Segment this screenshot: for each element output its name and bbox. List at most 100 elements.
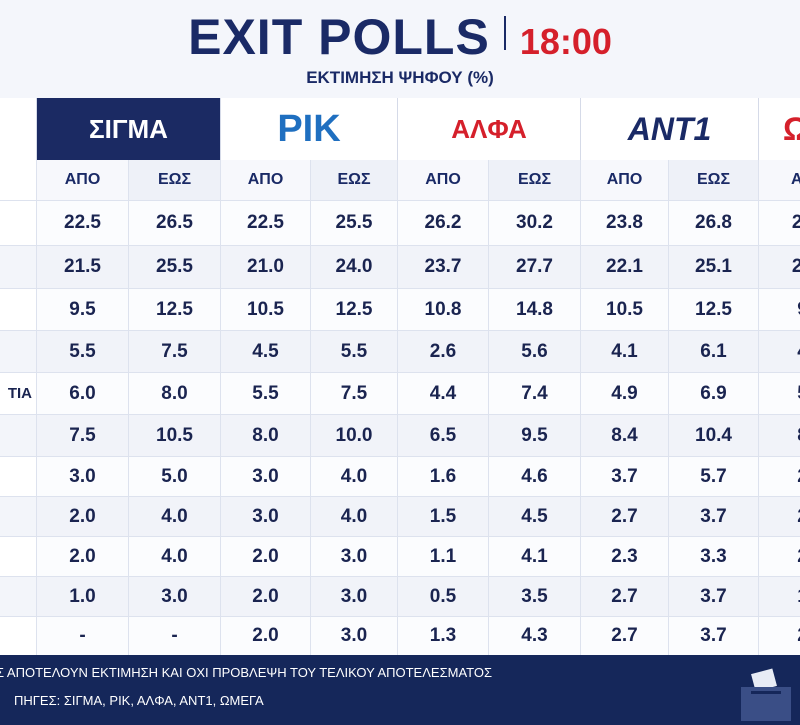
table-cell: 2 [758, 536, 800, 576]
row-label-cell [0, 616, 36, 655]
table-cell: 10.5 [128, 414, 220, 456]
row-label-cell [0, 330, 36, 372]
table-cell: 1.1 [397, 536, 488, 576]
column-header: ΑΠ [758, 160, 800, 200]
table-cell: 2 [758, 456, 800, 496]
footer-note: Σ ΑΠΟΤΕΛΟΥΝ ΕΚΤΙΜΗΣΗ ΚΑΙ ΟΧΙ ΠΡΟΒΛΕΨΗ ΤΟ… [0, 665, 493, 680]
footer-sources: ΠΗΓΕΣ: ΣΙΓΜΑ, ΡΙΚ, ΑΛΦΑ, ΑΝΤ1, ΩΜΕΓΑ [14, 693, 264, 708]
table-cell: 4.6 [488, 456, 580, 496]
row-label-cell [0, 576, 36, 616]
table-cell: 7.5 [128, 330, 220, 372]
table-cell: 3.7 [668, 576, 758, 616]
table-cell: 9.5 [488, 414, 580, 456]
table-cell: 24.0 [310, 245, 397, 288]
table-cell: 23.7 [397, 245, 488, 288]
table-cell: 4.0 [128, 536, 220, 576]
table-cell: 3.0 [220, 456, 310, 496]
column-header: ΕΩΣ [128, 160, 220, 200]
table-cell: 2.0 [220, 616, 310, 655]
table-cell: 1 [758, 576, 800, 616]
column-header: ΕΩΣ [488, 160, 580, 200]
table-cell: 10.8 [397, 288, 488, 330]
table-cell: 8.0 [220, 414, 310, 456]
title-bar: EXIT POLLS 18:00 [0, 8, 800, 66]
table-cell: 2.7 [580, 616, 668, 655]
source-logo: ΣΙΓΜΑ [36, 98, 220, 160]
column-header: ΑΠΟ [220, 160, 310, 200]
row-label-cell [0, 536, 36, 576]
table-cell: - [128, 616, 220, 655]
table-cell: 8.4 [580, 414, 668, 456]
table-cell: 25.5 [310, 200, 397, 245]
table-cell: 4.0 [128, 496, 220, 536]
table-cell: 8.0 [128, 372, 220, 414]
table-cell: 5 [758, 372, 800, 414]
column-header: ΑΠΟ [580, 160, 668, 200]
table-cell: 2.3 [580, 536, 668, 576]
table-cell: 25.5 [128, 245, 220, 288]
table-cell: 3.0 [310, 536, 397, 576]
table-cell: 6.1 [668, 330, 758, 372]
ballot-icon [741, 668, 791, 721]
column-header: ΑΠΟ [397, 160, 488, 200]
table-cell: 6.0 [36, 372, 128, 414]
table-cell: 7.4 [488, 372, 580, 414]
table-cell: 2.0 [220, 536, 310, 576]
table-cell: 7.5 [310, 372, 397, 414]
table-cell: 1.0 [36, 576, 128, 616]
table-cell: 26.8 [668, 200, 758, 245]
column-header: ΕΩΣ [310, 160, 397, 200]
table-cell: 3.3 [668, 536, 758, 576]
source-logo: ΡΙΚ [220, 98, 397, 160]
table-cell: 3.0 [310, 576, 397, 616]
table-cell: 12.5 [310, 288, 397, 330]
table-cell: 2.0 [36, 496, 128, 536]
divider [503, 16, 506, 50]
table-cell: 9 [758, 288, 800, 330]
row-label-cell [0, 456, 36, 496]
table-cell: 10.5 [220, 288, 310, 330]
table-cell: 5.5 [36, 330, 128, 372]
row-label-cell [0, 288, 36, 330]
table-cell: 25.1 [668, 245, 758, 288]
table-cell: 14.8 [488, 288, 580, 330]
table-cell: 27.7 [488, 245, 580, 288]
table-cell: 5.0 [128, 456, 220, 496]
table-cell: 2 [758, 616, 800, 655]
table-cell: - [36, 616, 128, 655]
table-cell: 8 [758, 414, 800, 456]
source-logo: ANT1 [580, 98, 758, 160]
subtitle: ΕΚΤΙΜΗΣΗ ΨΗΦΟΥ (%) [306, 68, 494, 87]
table-cell: 2.0 [36, 536, 128, 576]
table-cell: 3.7 [668, 496, 758, 536]
table-cell: 2.7 [580, 576, 668, 616]
table-cell: 4.1 [488, 536, 580, 576]
row-label-cell [0, 414, 36, 456]
table-cell: 7.5 [36, 414, 128, 456]
table-cell: 1.3 [397, 616, 488, 655]
table-cell: 21 [758, 245, 800, 288]
table-cell: 4.0 [310, 456, 397, 496]
table-cell: 10.4 [668, 414, 758, 456]
table-cell: 4.5 [488, 496, 580, 536]
table-cell: 0.5 [397, 576, 488, 616]
source-logo: Ω [758, 98, 800, 160]
table-cell: 30.2 [488, 200, 580, 245]
table-cell: 12.5 [668, 288, 758, 330]
table-cell: 3.7 [668, 616, 758, 655]
table-cell: 23 [758, 200, 800, 245]
table-cell: 2.6 [397, 330, 488, 372]
footer: Σ ΑΠΟΤΕΛΟΥΝ ΕΚΤΙΜΗΣΗ ΚΑΙ ΟΧΙ ΠΡΟΒΛΕΨΗ ΤΟ… [0, 655, 800, 725]
table-cell: 4.0 [310, 496, 397, 536]
table-cell: 2 [758, 496, 800, 536]
table-cell: 10.0 [310, 414, 397, 456]
table-cell: 26.5 [128, 200, 220, 245]
column-header: ΑΠΟ [36, 160, 128, 200]
table-cell: 4.9 [580, 372, 668, 414]
table-cell: 2.0 [220, 576, 310, 616]
table-cell: 5.5 [220, 372, 310, 414]
table-cell: 3.5 [488, 576, 580, 616]
row-label-cell [0, 200, 36, 245]
table-cell: 2.7 [580, 496, 668, 536]
